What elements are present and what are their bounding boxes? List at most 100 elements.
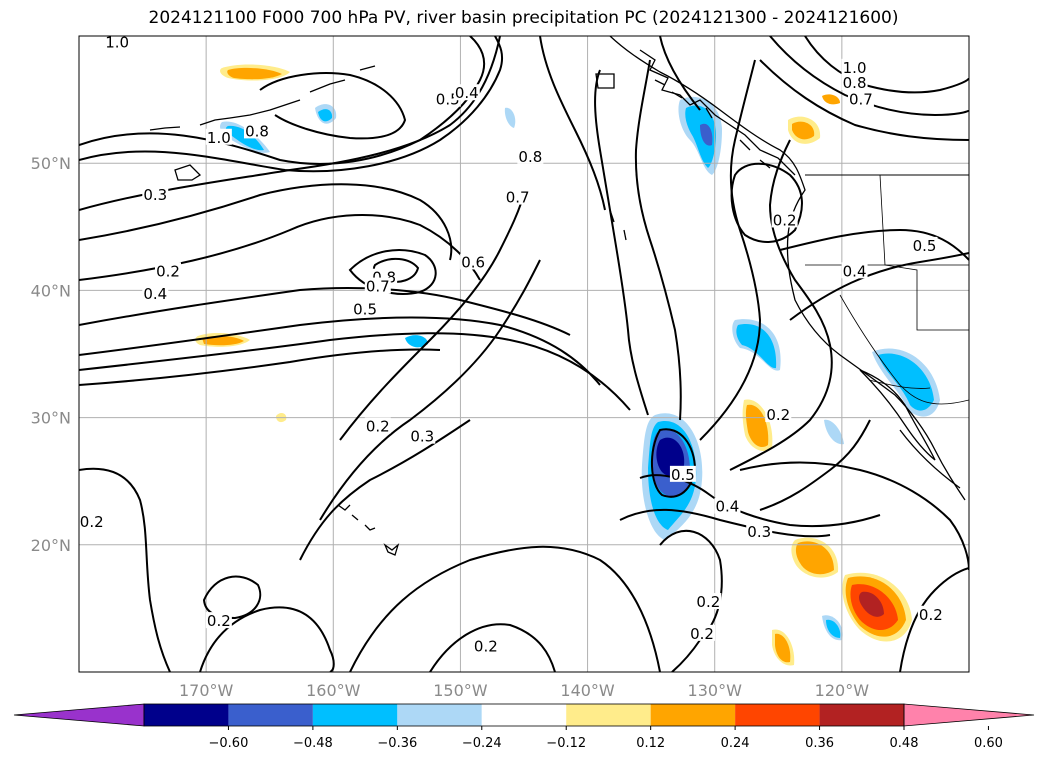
colorbar-tick-label: 0.48 <box>890 736 919 751</box>
contour-label-bg <box>841 74 868 91</box>
contour-label-bg <box>142 186 169 202</box>
contour-label: 1.0 <box>843 59 867 77</box>
contour-label-bg <box>746 523 773 540</box>
contour-label: 0.3 <box>410 428 434 446</box>
colorbar-tick-label: 0.12 <box>636 736 665 751</box>
contour-label-bg <box>695 593 722 610</box>
colorbar: −0.60 −0.48 −0.36 −0.24 −0.12 0.12 0.24 0.36 0.4… <box>13 703 1035 751</box>
contour-label: 0.5 <box>353 300 377 318</box>
plot-frame <box>78 35 970 673</box>
contour-label-bg <box>504 188 531 205</box>
colorbar-tick-label: 0.36 <box>805 736 834 751</box>
contour-label-bg <box>453 84 480 101</box>
colorbar-tick-label: −0.12 <box>546 736 586 751</box>
lat-tick-label: 20°N <box>31 536 71 555</box>
contour-label-bg <box>771 211 798 228</box>
contour-label: 0.4 <box>843 262 867 280</box>
colorbar-segment <box>144 704 229 726</box>
contour-label: 0.7 <box>366 278 390 296</box>
contour-label: 0.2 <box>690 625 714 643</box>
contour-label-bg <box>472 637 499 654</box>
colorbar-tick-label: −0.24 <box>462 736 502 751</box>
contour-label-bg <box>841 262 868 279</box>
contour-label-bg <box>689 624 715 641</box>
pv-contours <box>79 36 969 672</box>
colorbar-segment <box>397 704 482 726</box>
lon-tick-label: 150°W <box>433 681 488 700</box>
contour-label: 0.2 <box>207 612 231 630</box>
contour-label: 0.8 <box>843 74 867 92</box>
lon-tick-label: 160°W <box>306 681 361 700</box>
colorbar-segment <box>566 704 651 726</box>
lon-tick-label: 130°W <box>688 681 743 700</box>
contour-label: 0.2 <box>696 593 720 611</box>
contour-label: 0.5 <box>671 466 695 484</box>
contour-label-bg <box>79 512 105 529</box>
map-title: 2024121100 F000 700 hPa PV, river basin … <box>148 8 899 28</box>
lat-tick-label: 40°N <box>31 281 71 300</box>
colorbar-tick-label: 0.60 <box>974 736 1003 751</box>
contour-label: 0.4 <box>715 498 739 516</box>
contour-label: 0.4 <box>143 285 167 303</box>
contour-label: 1.0 <box>207 129 231 147</box>
contour-label-bg <box>244 122 270 139</box>
contour-label: 0.2 <box>80 513 104 531</box>
contour-label: 0.4 <box>455 84 479 102</box>
contour-label: 0.2 <box>919 606 943 624</box>
colorbar-tick-label: −0.48 <box>293 736 333 751</box>
contour-label: 0.5 <box>436 91 460 109</box>
contour-label: 0.2 <box>366 418 390 436</box>
contour-label: 1.0 <box>105 33 129 51</box>
colorbar-segment <box>481 704 567 726</box>
contour-label: 0.8 <box>245 122 269 140</box>
colorbar-segment <box>735 704 820 726</box>
colorbar-segment <box>228 704 313 726</box>
contour-label-bg <box>847 90 874 107</box>
colorbar-segment <box>650 704 736 726</box>
contour-label: 0.2 <box>766 406 790 424</box>
contour-label: 0.2 <box>474 638 498 656</box>
longitude-labels: 170°W 160°W 150°W 140°W 130°W 120°W <box>179 681 869 700</box>
contour-label: 0.3 <box>747 523 771 541</box>
contour-label: 0.5 <box>913 237 937 255</box>
lat-tick-label: 50°N <box>31 154 71 173</box>
colorbar-tick-label: −0.36 <box>377 736 417 751</box>
colorbar-frame <box>143 703 905 727</box>
colorbar-tick-label: 0.24 <box>721 736 750 751</box>
contour-label-bg <box>917 605 944 622</box>
contour-label-bg <box>517 147 544 164</box>
lat-tick-label: 30°N <box>31 409 71 428</box>
lon-tick-label: 120°W <box>815 681 870 700</box>
contour-label-bg <box>669 465 696 482</box>
contour-label: 0.2 <box>773 211 797 229</box>
contour-label-bg <box>460 253 487 270</box>
contour-label-bg <box>409 427 436 444</box>
contour-label: 0.7 <box>849 91 873 109</box>
contour-label-bg <box>205 128 232 145</box>
colorbar-tick-label: −0.60 <box>209 736 249 751</box>
contour-label-bg <box>364 417 391 434</box>
contour-label-bg <box>155 262 181 279</box>
contour-label-bg <box>714 497 741 514</box>
lon-tick-label: 170°W <box>179 681 234 700</box>
contour-label-bg <box>142 285 169 302</box>
contour-label-bg <box>765 406 792 423</box>
contour-label-bg <box>841 58 868 75</box>
lon-tick-label: 140°W <box>560 681 615 700</box>
contour-label-bg <box>104 36 131 50</box>
colorbar-segment <box>312 704 398 726</box>
colorbar-extend-high <box>903 703 1035 727</box>
contour-label-bg <box>205 612 232 629</box>
contour-label: 0.3 <box>143 186 167 204</box>
contour-label-bg <box>911 236 938 253</box>
contour-label: 0.7 <box>506 189 530 207</box>
contour-label: 0.6 <box>461 253 485 271</box>
contour-labels: 1.01.00.80.50.40.80.70.30.20.40.80.70.60… <box>79 33 944 656</box>
latitude-labels: 50°N 40°N 30°N 20°N <box>31 154 71 555</box>
colorbar-segment <box>819 704 904 726</box>
colorbar-extend-low <box>13 703 145 727</box>
contour-label-bg <box>352 300 379 317</box>
contour-label-bg <box>364 277 391 294</box>
contour-label: 0.8 <box>518 148 542 166</box>
